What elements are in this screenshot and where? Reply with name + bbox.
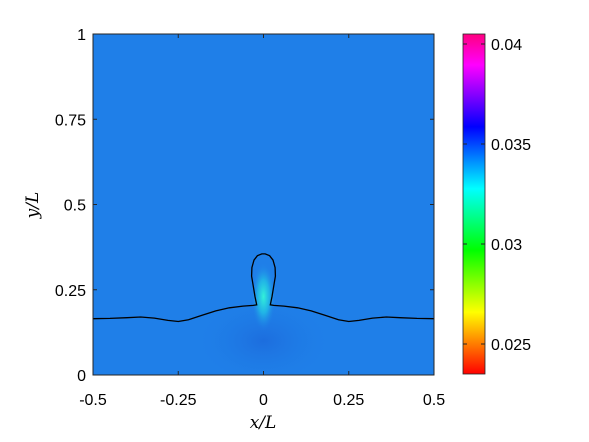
colorbar-ticks: 0.025 0.03 0.035 0.04 bbox=[463, 37, 531, 354]
interface-contour bbox=[93, 253, 434, 323]
colorbar-tick-label: 0.03 bbox=[491, 237, 522, 254]
x-tick-label: 0 bbox=[259, 392, 268, 409]
x-tick-label: 0.5 bbox=[423, 392, 445, 409]
x-axis: -0.5 -0.25 0 0.25 0.5 bbox=[79, 34, 445, 409]
colorbar-tick-label: 0.04 bbox=[491, 37, 522, 54]
colorbar: 0.025 0.03 0.035 0.04 bbox=[462, 33, 531, 375]
plot-area: -0.5 -0.25 0 0.25 0.5 0 0.25 0.5 0.75 1 bbox=[55, 27, 445, 409]
x-tick-label: -0.25 bbox=[160, 392, 197, 409]
x-axis-label: x/L bbox=[250, 413, 277, 433]
x-tick-label: 0.25 bbox=[333, 392, 364, 409]
low-value-region bbox=[193, 295, 334, 375]
x-tick-label: -0.5 bbox=[79, 392, 107, 409]
colorbar-bar bbox=[462, 33, 486, 375]
high-value-hotspot bbox=[251, 262, 276, 331]
y-tick-label: 0.75 bbox=[55, 112, 86, 129]
y-tick-label: 0.5 bbox=[64, 198, 86, 215]
colorbar-tick-label: 0.025 bbox=[491, 337, 531, 354]
colorbar-tick-label: 0.035 bbox=[491, 137, 531, 154]
y-axis-label: y/L bbox=[23, 192, 43, 220]
y-tick-label: 1 bbox=[77, 27, 86, 44]
y-tick-label: 0.25 bbox=[55, 283, 86, 300]
y-axis: 0 0.25 0.5 0.75 1 bbox=[55, 27, 434, 385]
y-tick-label: 0 bbox=[77, 368, 86, 385]
